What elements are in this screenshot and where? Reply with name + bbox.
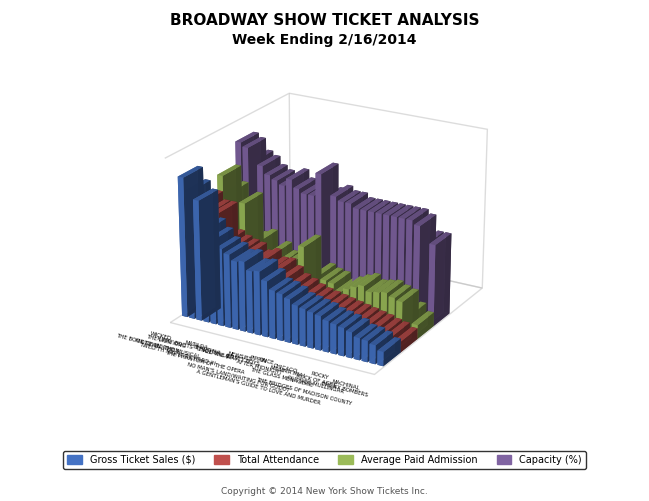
Text: BROADWAY SHOW TICKET ANALYSIS: BROADWAY SHOW TICKET ANALYSIS [170,13,479,28]
Legend: Gross Ticket Sales ($), Total Attendance, Average Paid Admission, Capacity (%): Gross Ticket Sales ($), Total Attendance… [64,451,585,468]
Text: Copyright © 2014 New York Show Tickets Inc.: Copyright © 2014 New York Show Tickets I… [221,487,428,496]
Text: Week Ending 2/16/2014: Week Ending 2/16/2014 [232,33,417,47]
